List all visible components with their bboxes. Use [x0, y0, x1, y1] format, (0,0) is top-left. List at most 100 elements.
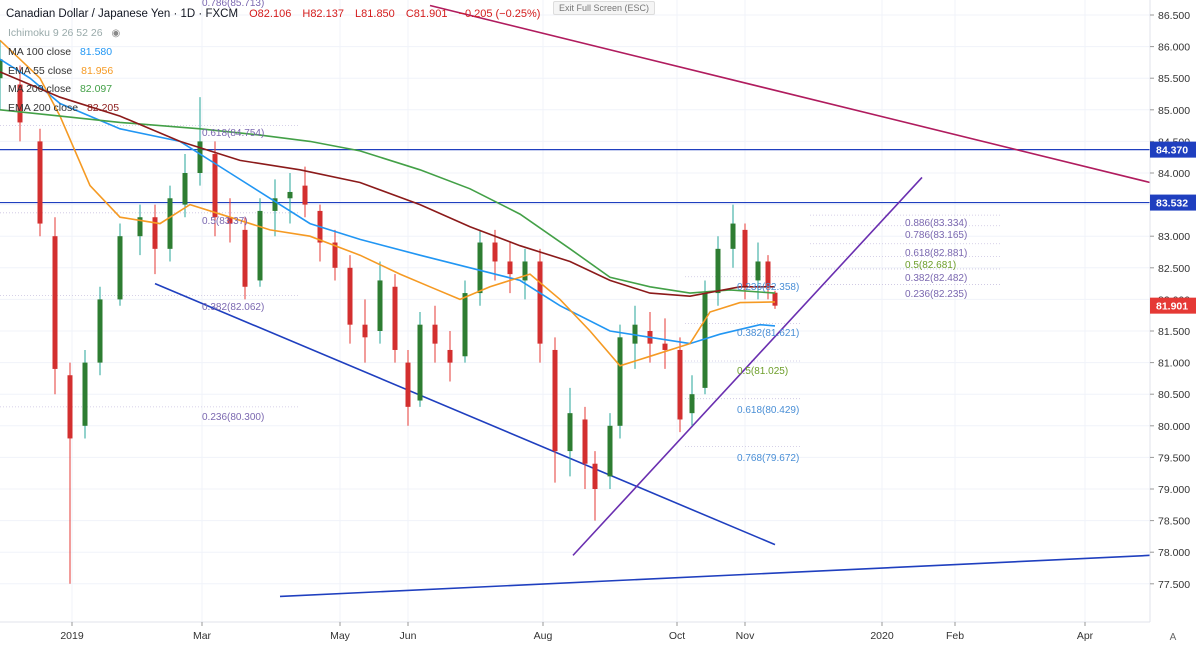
candle-body: [492, 242, 498, 262]
candle-body: [405, 362, 411, 407]
candle-body: [82, 362, 88, 426]
fib-label: 0.382(82.062): [202, 302, 264, 313]
legend-ma100[interactable]: MA 100 close 81.580: [8, 46, 112, 58]
candle-body: [567, 413, 573, 452]
candle-body: [17, 84, 23, 123]
legend-value: 82.205: [86, 102, 120, 114]
ma-series-line[interactable]: [0, 71, 775, 298]
ohlc-high: H82.137: [302, 8, 344, 20]
chart-header: Canadian Dollar / Japanese Yen · 1D · FX…: [6, 8, 540, 20]
candle-body: [755, 261, 761, 281]
fib-label: 0.382(81.621): [737, 328, 799, 339]
candle-body: [52, 236, 58, 369]
ohlc-low: L81.850: [355, 8, 395, 20]
trendline[interactable]: [429, 4, 1151, 184]
candle-body: [715, 248, 721, 294]
price-tick-label: 82.500: [1158, 263, 1190, 275]
auto-scale-button[interactable]: A: [1170, 632, 1177, 643]
price-tick-label: 79.500: [1158, 452, 1190, 464]
fib-label: 0.236(80.300): [202, 412, 264, 423]
price-tick-label: 77.500: [1158, 579, 1190, 591]
time-tick-label: May: [330, 630, 351, 642]
time-tick-label: 2019: [60, 630, 84, 642]
price-label-text: 84.370: [1156, 145, 1188, 157]
candle-body: [377, 280, 383, 331]
candle-body: [392, 286, 398, 350]
price-label-box: [1150, 297, 1196, 314]
candle-body: [37, 141, 43, 224]
eye-hidden-icon[interactable]: ◉: [111, 28, 121, 39]
candle-body: [677, 349, 683, 420]
candle-body: [522, 261, 528, 281]
candle-body: [302, 185, 308, 205]
candle-body: [447, 349, 453, 363]
candle-body: [689, 394, 695, 414]
candle-body: [347, 267, 353, 325]
ma-series-line[interactable]: [0, 39, 776, 367]
price-tick-label: 85.000: [1158, 105, 1190, 117]
legend-label: Ichimoku 9 26 52 26: [8, 27, 103, 39]
fib-label: 0.5(82.681): [905, 260, 956, 271]
price-label-box: [1150, 194, 1196, 211]
candle-body: [537, 261, 543, 344]
time-tick-label: Aug: [534, 630, 553, 642]
candle-body: [765, 261, 771, 287]
ma-series-line[interactable]: [0, 109, 776, 294]
candle-body: [197, 141, 203, 173]
price-label-box: [1150, 141, 1196, 158]
fib-label: 0.618(80.429): [737, 405, 799, 416]
price-tick-label: 81.500: [1158, 326, 1190, 338]
candle-body: [662, 343, 668, 350]
trendline[interactable]: [279, 554, 1151, 598]
candle-body: [362, 324, 368, 338]
fib-label: 0.236(82.235): [905, 289, 967, 300]
price-tick-label: 78.000: [1158, 547, 1190, 559]
legend-ma200[interactable]: MA 200 close 82.097: [8, 83, 112, 95]
candle-body: [242, 229, 248, 287]
legend-label: MA 200 close: [8, 83, 72, 95]
candle-body: [702, 293, 708, 388]
candle-body: [332, 242, 338, 268]
legend-ichimoku[interactable]: Ichimoku 9 26 52 26 ◉: [8, 27, 120, 39]
fib-label: 0.5(81.025): [737, 366, 788, 377]
candle-body: [772, 292, 778, 306]
trendline[interactable]: [572, 176, 923, 556]
price-label-text: 83.532: [1156, 198, 1188, 210]
candle-body: [417, 324, 423, 401]
legend-value: 81.580: [79, 46, 113, 58]
price-tick-label: 78.500: [1158, 516, 1190, 528]
price-tick-label: 80.000: [1158, 421, 1190, 433]
price-tick-label: 84.000: [1158, 168, 1190, 180]
trendline[interactable]: [154, 282, 776, 546]
fib-label: 0.618(84.754): [202, 128, 264, 139]
time-tick-label: Oct: [669, 630, 685, 642]
candle-body: [552, 349, 558, 452]
legend-label: EMA 55 close: [8, 65, 73, 77]
fib-label: 0.618(82.881): [905, 248, 967, 259]
legend-ema200[interactable]: EMA 200 close 82.205: [8, 102, 119, 114]
price-tick-label: 79.000: [1158, 484, 1190, 496]
time-tick-label: Apr: [1077, 630, 1094, 642]
fib-label: 0.236(82.358): [737, 282, 799, 293]
candle-body: [432, 324, 438, 344]
candle-body: [462, 293, 468, 357]
fib-label: 0.768(79.672): [737, 453, 799, 464]
candle-body: [117, 236, 123, 300]
ohlc-open: O82.106: [249, 8, 292, 20]
price-tick-label: 85.500: [1158, 73, 1190, 85]
candle-body: [152, 217, 158, 249]
fib-label: 0.786(85.713): [202, 0, 264, 9]
price-tick-label: 86.000: [1158, 42, 1190, 54]
candle-body: [182, 173, 188, 205]
time-tick-label: Jun: [400, 630, 417, 642]
legend-ema55[interactable]: EMA 55 close 81.956: [8, 65, 113, 77]
legend-label: EMA 200 close: [8, 102, 79, 114]
candle-body: [97, 299, 103, 363]
ohlc-close: C81.901: [405, 8, 448, 20]
exit-full-screen-button[interactable]: Exit Full Screen (ESC): [553, 1, 656, 15]
candle-body: [730, 223, 736, 249]
price-tick-label: 86.500: [1158, 10, 1190, 22]
candle-body: [167, 198, 173, 249]
